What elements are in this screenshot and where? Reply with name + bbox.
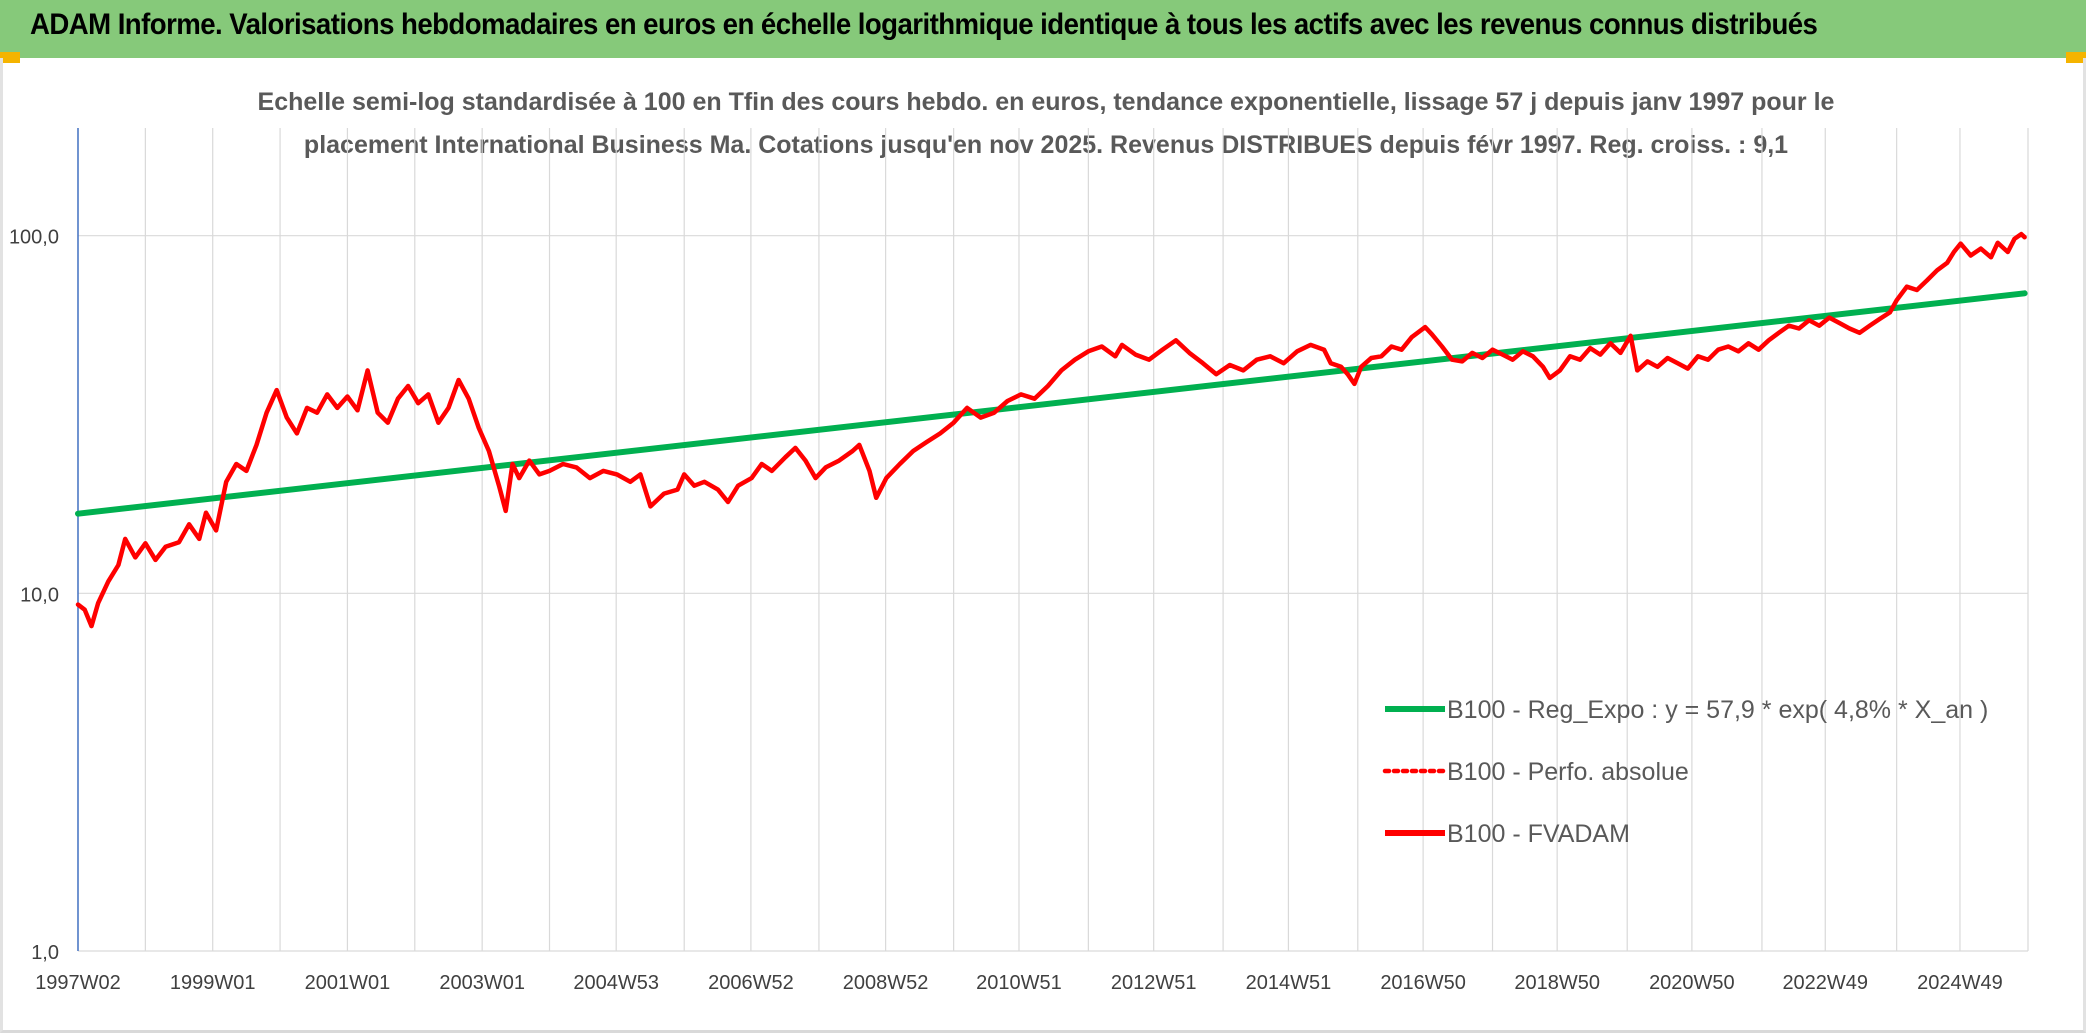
report-title: ADAM Informe. Valorisations hebdomadaire… (30, 8, 1818, 41)
y-tick-label: 1,0 (31, 942, 59, 964)
x-tick-label: 2020W50 (1649, 972, 1735, 994)
x-tick-label: 2014W51 (1246, 972, 1332, 994)
x-tick-label: 2024W49 (1917, 972, 2003, 994)
chart-title-line-1: Echelle semi-log standardisée à 100 en T… (257, 88, 1835, 116)
corner-marker-left (0, 52, 20, 63)
x-tick-label: 1997W02 (35, 972, 121, 994)
series-regression-line (75, 290, 2028, 517)
legend-label-3: B100 - FVADAM (1447, 820, 1630, 848)
y-tick-label: 100,0 (9, 227, 59, 249)
x-tick-label: 2016W50 (1380, 972, 1466, 994)
x-tick-label: 1999W01 (170, 972, 256, 994)
x-tick-label: 2001W01 (305, 972, 391, 994)
x-tick-label: 2018W50 (1514, 972, 1600, 994)
x-tick-label: 2008W52 (843, 972, 929, 994)
y-tick-label: 10,0 (20, 584, 59, 606)
x-tick-label: 2012W51 (1111, 972, 1197, 994)
legend-label-2: B100 - Perfo. absolue (1447, 758, 1689, 786)
chart-frame: Echelle semi-log standardisée à 100 en T… (0, 58, 2086, 1033)
series-fvadam-line (75, 231, 2027, 629)
x-tick-label: 2003W01 (439, 972, 525, 994)
x-tick-label: 2004W53 (573, 972, 659, 994)
corner-marker-right (2066, 52, 2086, 63)
x-tick-label: 2010W51 (976, 972, 1062, 994)
x-tick-label: 2022W49 (1782, 972, 1868, 994)
chart-title-line-2: placement International Business Ma. Cot… (303, 131, 1789, 159)
x-tick-label: 2006W52 (708, 972, 794, 994)
legend-label-1: B100 - Reg_Expo : y = 57,9 * exp( 4,8% *… (1447, 696, 1988, 724)
report-header: ADAM Informe. Valorisations hebdomadaire… (0, 0, 2086, 58)
